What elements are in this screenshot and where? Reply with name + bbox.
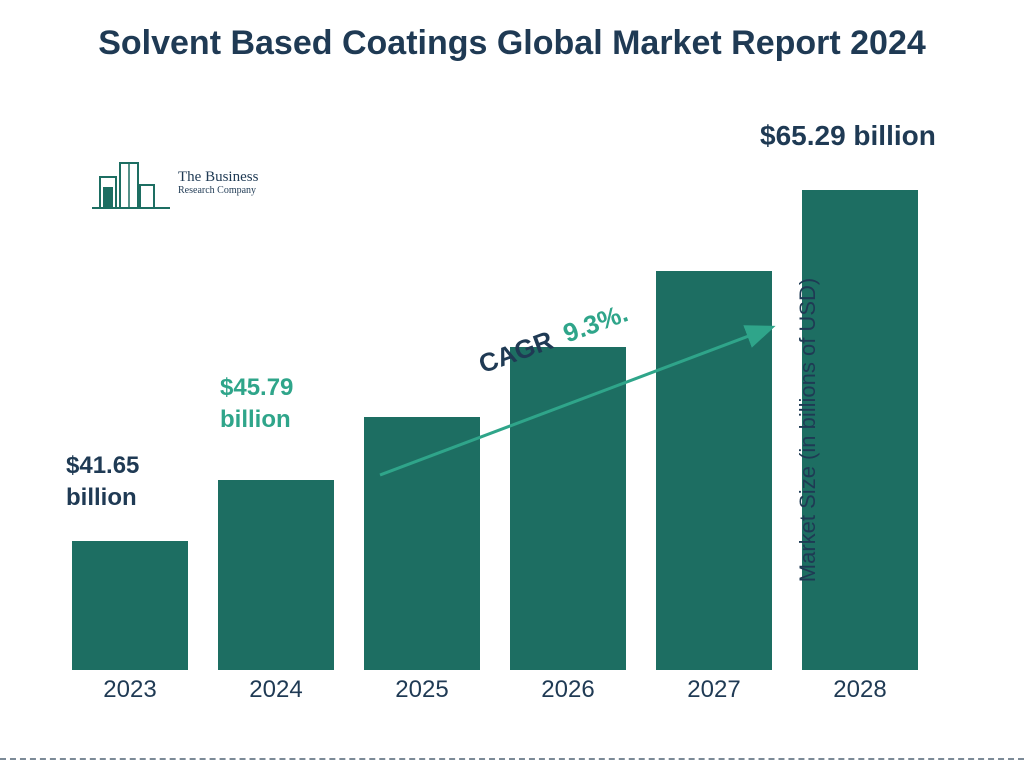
bar-2024 xyxy=(218,480,334,670)
x-label-2023: 2023 xyxy=(72,676,188,704)
chart-canvas: Solvent Based Coatings Global Market Rep… xyxy=(0,0,1024,768)
annotation-2023-unit: billion xyxy=(66,482,139,514)
annotation-2028: $65.29 billion xyxy=(760,120,936,152)
x-label-2028: 2028 xyxy=(802,676,918,704)
annotation-2024: $45.79 billion xyxy=(220,372,293,437)
chart-title: Solvent Based Coatings Global Market Rep… xyxy=(0,22,1024,65)
bar-chart: Market Size (in billions of USD) $41.65 … xyxy=(60,150,950,710)
annotation-2024-unit: billion xyxy=(220,404,293,436)
cagr-annotation: CAGR 9.3%. xyxy=(370,310,790,490)
annotation-2023: $41.65 billion xyxy=(66,450,139,515)
annotation-2024-value: $45.79 xyxy=(220,372,293,404)
x-label-2027: 2027 xyxy=(656,676,772,704)
x-label-2026: 2026 xyxy=(510,676,626,704)
x-label-2024: 2024 xyxy=(218,676,334,704)
x-label-2025: 2025 xyxy=(364,676,480,704)
bottom-divider xyxy=(0,758,1024,760)
annotation-2023-value: $41.65 xyxy=(66,450,139,482)
bar-2023 xyxy=(72,541,188,670)
y-axis-label: Market Size (in billions of USD) xyxy=(795,278,821,582)
